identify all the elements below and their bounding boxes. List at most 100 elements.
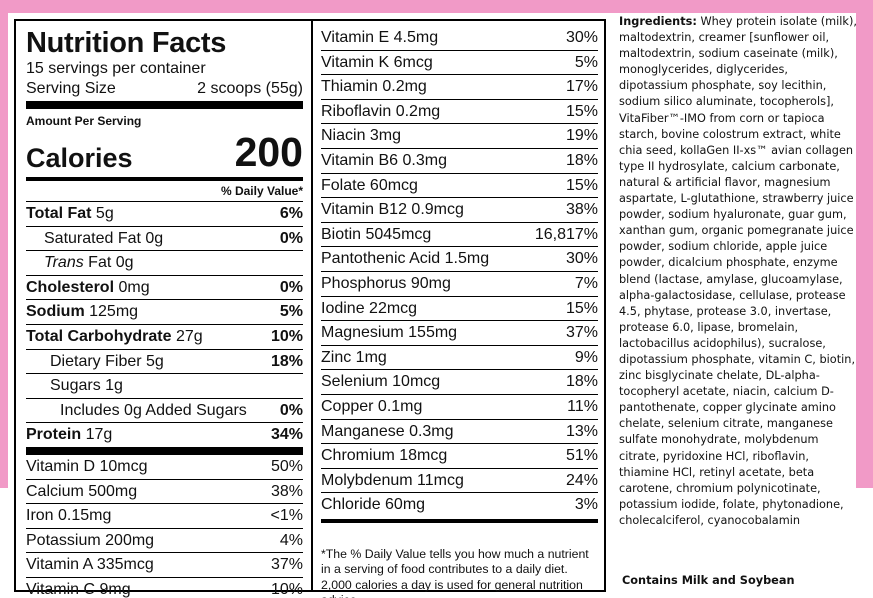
vitamin-name: Manganese 0.3mg [321, 422, 454, 440]
calories-label: Calories [26, 143, 133, 173]
vitamin-name: Magnesium 155mg [321, 324, 458, 342]
nutrition-facts-panel-right: Vitamin E 4.5mg 30% Vitamin K 6mcg 5% Thia… [313, 19, 606, 598]
vitamin-name: Potassium 200mg [26, 531, 155, 549]
vitamin-name: Pantothenic Acid 1.5mg [321, 250, 490, 268]
nutrient-name: Total Carbohydrate [26, 327, 172, 345]
nutrient-name: Sugars 1g [50, 377, 123, 395]
vitamin-row: Chromium 18mcg 51% [321, 443, 598, 468]
nutrient-row-added-sugars: Includes 0g Added Sugars 0% [26, 397, 303, 423]
vitamin-row: Magnesium 155mg 37% [321, 320, 598, 345]
vitamin-name: Vitamin C 9mg [26, 580, 131, 598]
vitamin-dv: 11% [567, 397, 598, 415]
nutrient-dv: 6% [279, 205, 303, 222]
vitamin-row: Riboflavin 0.2mg 15% [321, 98, 598, 124]
vitamin-dv: 5% [574, 53, 598, 71]
nutrient-name: Saturated Fat 0g [44, 229, 164, 247]
ingredients-text: Whey protein isolate (milk), maltodextri… [619, 15, 857, 527]
vitamin-dv: 19% [565, 127, 598, 145]
vitamin-name: Chromium 18mcg [321, 447, 448, 465]
nutrient-row-total-fat: Total Fat 5g 6% [26, 201, 303, 226]
nutrient-name: Protein [26, 426, 82, 444]
vitamin-name: Selenium 10mcg [321, 373, 441, 391]
nutrient-amount: 125mg [84, 303, 139, 321]
vitamin-name: Chloride 60mg [321, 496, 426, 514]
vitamin-row: Iodine 22mcg 15% [321, 295, 598, 321]
vitamin-name: Vitamin B12 0.9mcg [321, 201, 464, 219]
serving-size-row: Serving Size 2 scoops (55g) [26, 79, 303, 99]
serving-size-label: Serving Size [26, 80, 116, 97]
amount-per-serving: Amount Per Serving [26, 114, 142, 128]
vitamin-name: Copper 0.1mg [321, 397, 423, 415]
vitamin-dv: 38% [270, 482, 303, 500]
ingredients-label: Ingredients: [619, 15, 697, 28]
vitamin-dv: 15% [565, 102, 598, 120]
nutrient-name: Cholesterol [26, 278, 115, 296]
vitamin-name: Calcium 500mg [26, 482, 138, 500]
vitamin-name: Molybdenum 11mcg [321, 471, 464, 489]
vitamin-name: Niacin 3mg [321, 127, 402, 145]
daily-value-footnote: *The % Daily Value tells you how much a … [321, 546, 589, 598]
nutrient-dv: 0% [279, 278, 303, 296]
vitamin-name: Vitamin D 10mcg [26, 457, 148, 475]
vitamin-row: Calcium 500mg 38% [26, 478, 303, 504]
vitamin-name: Phosphorus 90mg [321, 274, 451, 292]
nutrient-dv: 0% [279, 401, 303, 419]
vitamin-dv: 7% [574, 274, 598, 292]
vitamin-dv: 18% [565, 151, 598, 169]
vitamin-name: Zinc 1mg [321, 348, 387, 366]
nutrient-row-sodium: Sodium 125mg 5% [26, 299, 303, 324]
vitamin-dv: 10% [270, 580, 303, 598]
nutrient-name: Sodium [26, 303, 85, 321]
vitamin-dv: 30% [565, 29, 598, 46]
nutrient-amount: 17g [81, 426, 113, 444]
daily-value-header: % Daily Value* [26, 177, 303, 201]
vitamin-row: Vitamin C 9mg 10% [26, 576, 303, 598]
vitamin-dv: 50% [270, 457, 303, 475]
nutrient-row-saturated-fat: Saturated Fat 0g 0% [26, 225, 303, 251]
vitamin-dv: 38% [565, 201, 598, 219]
calories-row: Calories 200 [26, 129, 303, 173]
nutrient-row-protein: Protein 17g 34% [26, 422, 303, 447]
serving-size-value: 2 scoops (55g) [197, 80, 303, 97]
vitamin-row: Vitamin B12 0.9mcg 38% [321, 197, 598, 222]
vitamin-row: Biotin 5045mcg 16,817% [321, 221, 598, 247]
nutrient-name-italic: Trans [44, 254, 84, 272]
vitamin-dv: 16,817% [534, 225, 598, 243]
vitamin-dv: 18% [565, 373, 598, 391]
nutrient-dv: 34% [270, 426, 303, 444]
vitamin-dv: <1% [270, 507, 303, 525]
nutrient-row-total-carbohydrate: Total Carbohydrate 27g 10% [26, 323, 303, 349]
vitamin-row: Vitamin D 10mcg 50% [26, 455, 303, 479]
thick-divider [26, 101, 303, 109]
vitamin-row: Molybdenum 11mcg 24% [321, 467, 598, 493]
thick-divider [26, 446, 303, 455]
servings-per-container: 15 servings per container [26, 60, 206, 77]
vitamin-row: Vitamin A 335mcg 37% [26, 552, 303, 577]
nutrient-row-sugars: Sugars 1g [26, 373, 303, 398]
medium-divider [321, 518, 598, 523]
vitamin-row: Niacin 3mg 19% [321, 123, 598, 148]
vitamin-row: Phosphorus 90mg 7% [321, 270, 598, 296]
vitamin-list-right: Vitamin E 4.5mg 30% Vitamin K 6mcg 5% Thia… [321, 26, 598, 517]
vitamin-dv: 15% [565, 176, 598, 194]
vitamin-row: Iron 0.15mg <1% [26, 503, 303, 528]
nutrient-dv: 5% [279, 303, 303, 321]
calories-value: 200 [234, 129, 303, 175]
vitamin-row: Vitamin K 6mcg 5% [321, 49, 598, 75]
vitamin-row: Selenium 10mcg 18% [321, 369, 598, 394]
vitamin-dv: 30% [565, 250, 598, 268]
vitamin-dv: 15% [565, 299, 598, 317]
nutrient-name: Dietary Fiber 5g [50, 352, 164, 370]
nutrient-name: Includes 0g Added Sugars [60, 401, 247, 419]
nutrient-row-trans-fat: Trans Fat 0g [26, 250, 303, 275]
vitamin-dv: 13% [565, 422, 598, 440]
vitamin-name: Folate 60mcg [321, 176, 418, 194]
vitamin-name: Riboflavin 0.2mg [321, 102, 441, 120]
nutrient-amount: 5g [91, 205, 114, 222]
vitamin-name: Vitamin B6 0.3mg [321, 151, 447, 169]
nutrient-row-dietary-fiber: Dietary Fiber 5g 18% [26, 348, 303, 374]
vitamin-dv: 17% [565, 78, 598, 96]
vitamin-dv: 37% [270, 556, 303, 574]
vitamin-dv: 9% [574, 348, 598, 366]
vitamin-dv: 4% [279, 531, 303, 549]
